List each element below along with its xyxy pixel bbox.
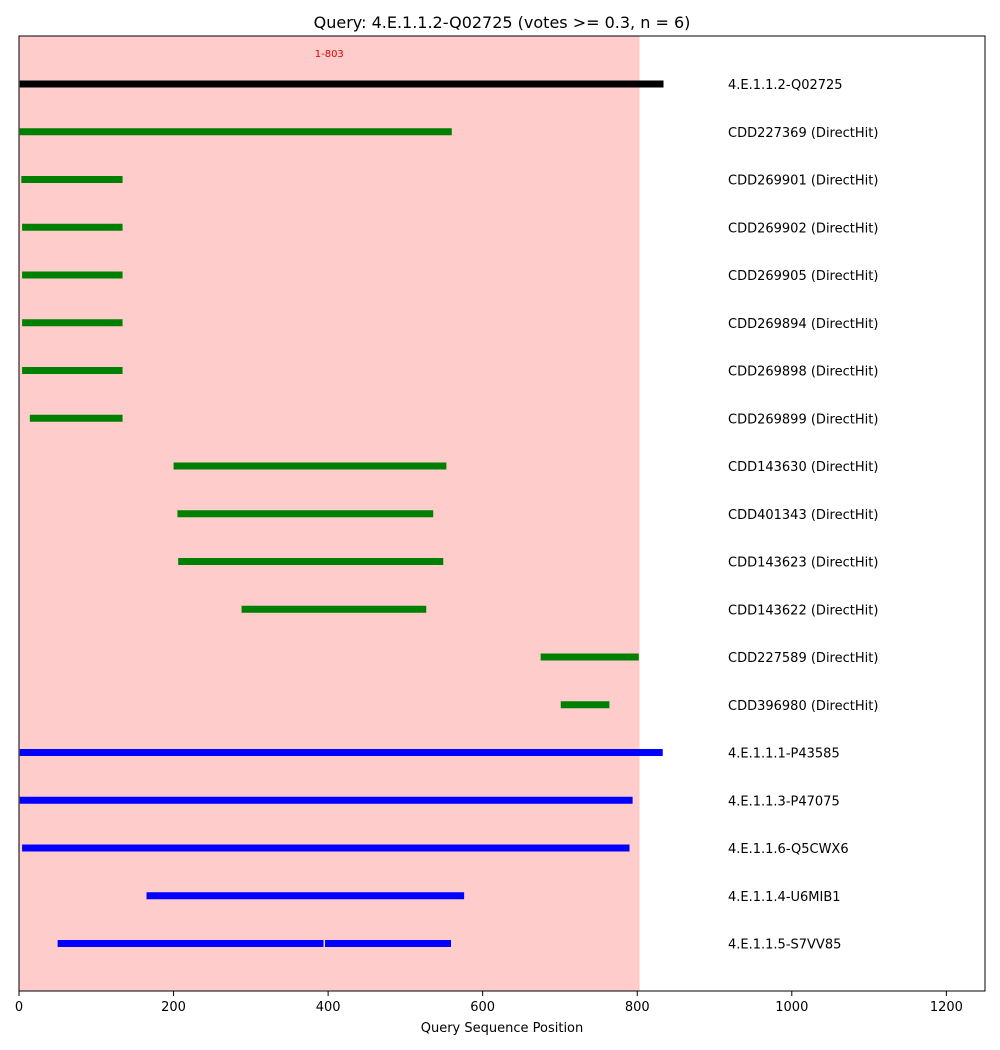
x-tick-label: 400	[316, 1000, 341, 1015]
alignment-bar-12-1	[241, 605, 427, 613]
alignment-bar-2-1	[19, 128, 452, 136]
row-label: CDD269902 (DirectHit)	[728, 221, 878, 236]
x-tick-label: 1000	[775, 1000, 808, 1015]
row-label: CDD227589 (DirectHit)	[728, 651, 878, 666]
row-label: 4.E.1.1.5-S7VV85	[728, 938, 841, 953]
alignment-bar-19-1	[57, 940, 324, 947]
alignment-bar-9-1	[173, 462, 447, 470]
region-label: 1-803	[315, 49, 344, 60]
row-label: CDD396980 (DirectHit)	[728, 699, 878, 714]
row-label: CDD143630 (DirectHit)	[728, 460, 878, 475]
row-label: CDD269898 (DirectHit)	[728, 365, 878, 380]
alignment-bar-4-1	[22, 223, 123, 231]
alignment-bar-14-1	[560, 701, 610, 709]
row-label: 4.E.1.1.3-P47075	[728, 794, 840, 809]
alignment-bar-6-1	[22, 319, 123, 327]
alignment-bar-7-1	[22, 367, 123, 374]
alignment-bar-1-1	[19, 80, 664, 88]
row-label: CDD269899 (DirectHit)	[728, 412, 878, 427]
alignment-bar-5-1	[22, 271, 123, 279]
x-tick-label: 600	[470, 1000, 495, 1015]
alignment-bar-18-1	[146, 892, 465, 900]
alignment-bar-8-1	[29, 414, 123, 422]
row-label: CDD269905 (DirectHit)	[728, 269, 878, 284]
alignment-bar-13-1	[540, 653, 639, 661]
alignment-bar-17-1	[22, 844, 630, 852]
row-labels: 4.E.1.1.2-Q02725 CDD227369 (DirectHit) CDD…	[728, 78, 878, 953]
x-tick-label: 1200	[930, 1000, 963, 1015]
row-label: 4.E.1.1.4-U6MIB1	[728, 890, 841, 905]
alignment-bar-3-1	[21, 176, 123, 183]
chart-title: Query: 4.E.1.1.2-Q02725 (votes >= 0.3, n…	[314, 13, 691, 32]
row-label: 4.E.1.1.1-P43585	[728, 747, 840, 762]
row-label: CDD269894 (DirectHit)	[728, 317, 878, 332]
row-label: CDD143623 (DirectHit)	[728, 556, 878, 571]
alignment-bars	[19, 80, 664, 947]
alignment-bar-10-1	[177, 510, 434, 518]
alignment-bar-19-2	[325, 940, 451, 947]
row-label: CDD143622 (DirectHit)	[728, 603, 878, 618]
row-label: CDD227369 (DirectHit)	[728, 126, 878, 141]
x-tick-label: 0	[15, 1000, 23, 1015]
row-label: 4.E.1.1.2-Q02725	[728, 78, 843, 93]
x-tick-label: 800	[625, 1000, 650, 1015]
plot-frame	[18, 35, 986, 992]
alignment-bar-15-1	[19, 749, 663, 756]
alignment-bar-16-1	[19, 796, 633, 804]
x-axis-label: Query Sequence Position	[421, 1021, 584, 1036]
row-label: CDD269901 (DirectHit)	[728, 174, 878, 189]
row-label: CDD401343 (DirectHit)	[728, 508, 878, 523]
row-label: 4.E.1.1.6-Q5CWX6	[728, 842, 849, 857]
x-axis-ticks: 0 200 400 600 800 1000 1200	[15, 991, 963, 1015]
x-tick-label: 200	[161, 1000, 186, 1015]
alignment-bar-11-1	[178, 558, 444, 565]
